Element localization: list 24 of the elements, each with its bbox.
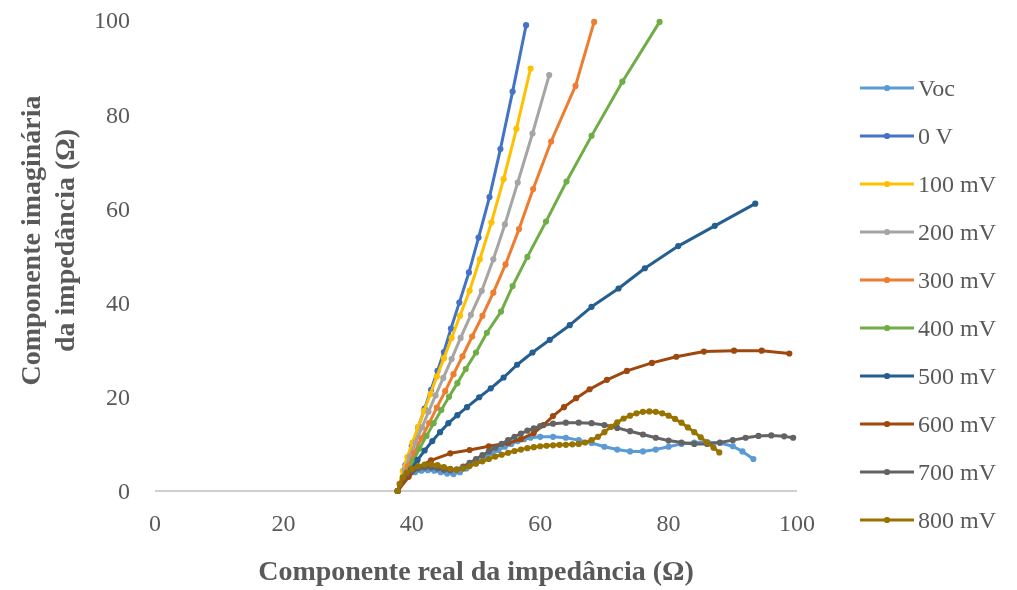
x-tick-label: 0 (149, 510, 161, 536)
x-tick-label: 80 (656, 510, 681, 536)
legend-label: 800 mV (918, 507, 997, 534)
legend-label: 400 mV (918, 315, 997, 342)
legend-label: 600 mV (918, 411, 997, 438)
y-axis-title: Componente imaginária da impedância (Ω) (15, 95, 80, 386)
x-tick-label: 100 (779, 510, 815, 536)
y-tick-label: 0 (118, 478, 130, 505)
y-tick-label: 20 (106, 384, 130, 411)
legend-label: 100 mV (918, 171, 997, 198)
legend-label: 300 mV (918, 267, 997, 294)
x-tick-label: 20 (271, 510, 296, 536)
y-tick-label: 100 (94, 7, 130, 34)
legend-label: 200 mV (918, 219, 997, 246)
y-tick-label: 80 (106, 101, 130, 128)
legend-label: 0 V (918, 123, 954, 150)
legend-label: 500 mV (918, 363, 997, 390)
y-tick-label: 40 (106, 290, 130, 316)
legend-label: 700 mV (918, 459, 997, 486)
x-tick-label: 60 (528, 510, 553, 536)
x-tick-label: 40 (399, 510, 424, 536)
x-axis-title: Componente real da impedância (Ω) (258, 555, 694, 586)
y-tick-label: 60 (106, 195, 130, 222)
legend-label: Voc (918, 75, 955, 102)
